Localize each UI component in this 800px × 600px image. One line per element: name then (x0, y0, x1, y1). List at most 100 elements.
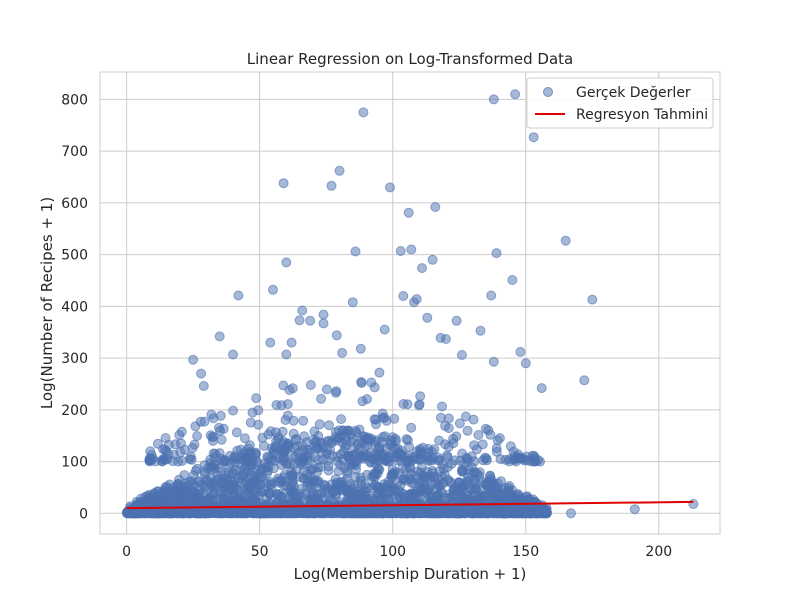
scatter-point (451, 315, 462, 326)
scatter-point (288, 487, 299, 498)
scatter-point (525, 508, 536, 519)
scatter-point (196, 368, 207, 379)
scatter-point (214, 448, 225, 459)
scatter-point (467, 508, 478, 519)
scatter-point (314, 419, 325, 430)
scatter-point (237, 507, 248, 518)
scatter-point (355, 343, 366, 354)
scatter-point (184, 507, 195, 518)
y-tick-label: 500 (61, 248, 88, 264)
x-tick-label: 150 (512, 544, 539, 560)
scatter-point (210, 507, 221, 518)
scatter-point (278, 480, 289, 491)
scatter-point (484, 504, 495, 515)
scatter-point (263, 452, 274, 463)
legend-label-scatter: Gerçek Değerler (576, 85, 691, 101)
scatter-point (174, 430, 185, 440)
legend: Gerçek Değerler Regresyon Tahmini (526, 77, 714, 129)
scatter-point (424, 456, 435, 466)
scatter-point (230, 465, 241, 476)
scatter-point (278, 436, 289, 447)
scatter-point (566, 508, 576, 519)
scatter-point (396, 507, 407, 518)
scatter-point (473, 430, 484, 440)
scatter-point (245, 417, 256, 428)
scatter-point (466, 494, 477, 505)
scatter-point (332, 456, 343, 467)
scatter-point (450, 455, 461, 466)
scatter-point (427, 254, 438, 265)
scatter-point (385, 182, 395, 193)
scatter-point (505, 441, 516, 452)
scatter-point (287, 450, 298, 461)
scatter-point (290, 435, 301, 446)
scatter-point (358, 107, 369, 118)
scatter-point (587, 294, 598, 305)
scatter-point (356, 508, 367, 519)
scatter-point (515, 346, 526, 357)
scatter-point (209, 488, 220, 499)
y-tick-label: 600 (61, 196, 88, 212)
scatter-point (383, 507, 393, 518)
y-axis-label: Log(Number of Recipes + 1) (38, 197, 56, 409)
scatter-point (445, 508, 456, 519)
scatter-point (331, 330, 342, 341)
scatter-point (167, 456, 178, 467)
scatter-point (491, 446, 502, 457)
scatter-point (239, 433, 250, 444)
scatter-point (454, 418, 465, 429)
scatter-point (326, 180, 337, 191)
scatter-point (318, 309, 329, 320)
scatter-point (284, 385, 295, 395)
scatter-point (424, 508, 435, 519)
scatter-point (316, 393, 327, 404)
scatter-point (199, 416, 210, 427)
scatter-point (219, 455, 230, 466)
scatter-point (401, 456, 412, 467)
scatter-point (297, 305, 308, 316)
scatter-point (377, 437, 388, 448)
scatter-point (381, 454, 392, 465)
y-tick-labels: 0 100 200 300 400 500 600 700 800 (61, 92, 88, 522)
scatter-point (340, 442, 350, 453)
regression-line (126, 500, 694, 510)
scatter-point (298, 415, 309, 426)
plot-frame (99, 71, 721, 535)
scatter-point (520, 358, 531, 369)
scatter-point (347, 483, 358, 494)
legend-marker-scatter (543, 87, 553, 97)
scatter-point (159, 444, 170, 455)
scatter-point (321, 384, 332, 395)
scatter-point (215, 410, 226, 421)
legend-box (526, 77, 714, 129)
scatter-point (196, 508, 207, 519)
scatter-point (248, 456, 258, 467)
scatter-point (486, 290, 497, 301)
scatter-point (355, 475, 366, 486)
scatter-point (398, 291, 409, 301)
scatter-point (198, 381, 209, 391)
scatter-point (125, 501, 136, 512)
scatter-point (453, 477, 464, 488)
scatter-point (181, 490, 192, 501)
scatter-point (370, 469, 381, 480)
scatter-point (507, 275, 518, 285)
scatter-point (440, 439, 451, 450)
chart-title: Linear Regression on Log-Transformed Dat… (247, 50, 573, 68)
scatter-point (534, 505, 545, 516)
scatter-point (406, 508, 417, 519)
scatter-points (121, 89, 699, 519)
scatter-point (361, 494, 372, 505)
scatter-point (321, 436, 332, 447)
scatter-point (415, 391, 426, 402)
scatter-point (375, 448, 386, 459)
scatter-point (152, 438, 163, 449)
scatter-point (398, 474, 408, 485)
scatter-point (366, 377, 377, 388)
scatter-point (296, 492, 307, 502)
scatter-point (334, 165, 345, 176)
scatter-point (247, 407, 258, 418)
scatter-point (149, 488, 160, 499)
scatter-point (363, 434, 374, 445)
